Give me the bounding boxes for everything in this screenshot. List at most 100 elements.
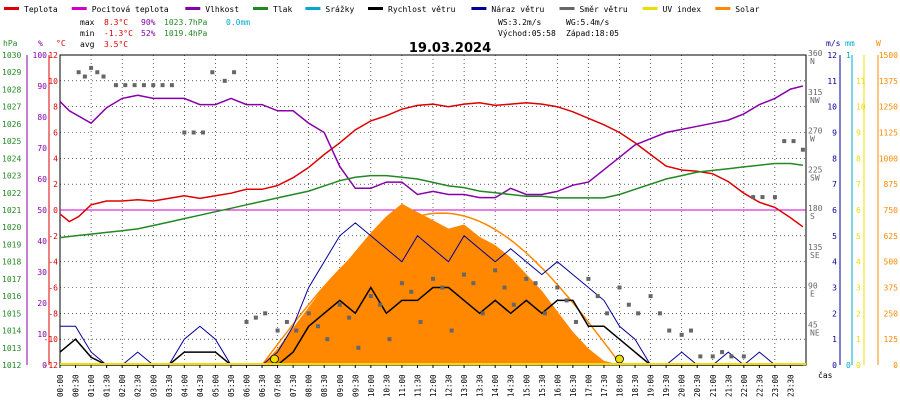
stats-min-hum: 52% [141,29,156,38]
dir-point [82,74,87,79]
legend-label: Vlhkost [205,5,239,14]
x-tick-label: 23:00 [771,374,780,397]
dir-point [325,337,330,342]
wind-tick-label: 2 [832,309,837,318]
dir-tick-dir: SW [810,173,820,182]
dir-point [113,83,118,88]
dir-point [253,315,258,320]
dir-point [698,354,703,359]
legend-swatch [305,7,321,10]
dir-point [387,337,392,342]
dir-point [337,302,342,307]
x-tick-label: 05:30 [227,374,236,397]
chart-title: 19.03.2024 [409,41,491,56]
legend-swatch [368,7,383,10]
solar-tick-label: 0 [893,361,898,370]
dir-point [493,268,498,273]
dir-point [555,285,560,290]
press-axis-unit: hPa [3,39,18,48]
axes-right: 360N315NW270W225SW180S135SE90E45NEm/s012… [808,39,898,370]
dir-tick-deg: 315 [808,88,823,97]
rain-tick-label: 1 [846,51,851,60]
dir-point [151,83,156,88]
x-tick-label: 15:00 [522,374,531,397]
uv-point [270,354,279,364]
legend-swatch [4,7,19,10]
legend-swatch [71,7,87,10]
x-tick-label: 04:00 [180,374,189,397]
dir-tick-dir: SE [810,251,820,260]
dir-point [533,281,538,286]
wind-tick-label: 1 [832,335,837,344]
dir-tick-deg: 225 [808,165,823,174]
hum-tick-label: 40 [37,237,47,246]
hum-tick-label: 10 [37,330,47,339]
stats-min-press: 1019.4hPa [164,29,208,38]
x-tick-label: 10:30 [382,374,391,397]
dir-tick-dir: NE [810,328,820,337]
solar-tick-label: 875 [884,180,899,189]
dir-point [399,281,404,286]
dir-point [232,70,237,75]
dir-point [191,130,196,135]
dir-point [710,354,715,359]
temp-tick-label: -4 [48,258,58,267]
dir-point [471,281,476,286]
solar-tick-label: 1000 [879,154,898,163]
press-tick-label: 1030 [2,51,21,60]
legend-label: Rychlost větru [388,5,456,14]
axes-left: hPa1012101310141015101610171018101910201… [2,39,66,370]
stats-max-hum: 90% [141,18,156,27]
uv-tick-label: 11 [856,77,866,86]
stats-max-press: 1023.7hPa [164,18,208,27]
stats-avg-label: avg [80,40,95,49]
hum-tick-label: 60 [37,175,47,184]
x-tick-label: 20:30 [693,374,702,397]
dir-point [294,328,299,333]
temp-tick-label: 6 [53,129,58,138]
dir-point [356,345,361,350]
uv-tick-label: 1 [856,335,861,344]
solar-tick-label: 1375 [879,77,898,86]
x-tick-label: 03:00 [149,374,158,397]
dir-point [462,272,467,277]
dir-point [368,294,373,299]
x-tick-label: 11:30 [413,374,422,397]
x-tick-label: 22:00 [740,374,749,397]
x-tick-label: 14:30 [507,374,516,397]
legend-label: Srážky [325,5,354,14]
dir-point [89,65,94,70]
dir-point [636,311,641,316]
dir-point [315,324,320,329]
series-temp [59,102,804,228]
stats-max-label: max [80,18,95,27]
x-tick-label: 11:00 [398,374,407,397]
x-axis-unit: čas [818,370,833,380]
plot-area [59,54,807,366]
dir-tick-deg: 135 [808,243,823,252]
x-tick-label: 21:30 [724,374,733,397]
uv-tick-label: 2 [856,309,861,318]
x-tick-label: 12:00 [429,374,438,397]
press-tick-label: 1024 [2,154,21,163]
dir-point [409,289,414,294]
press-tick-label: 1023 [2,172,21,181]
press-tick-label: 1014 [2,327,21,336]
solar-layer [261,203,622,366]
solar-tick-label: 250 [884,309,899,318]
wind-speed-avg: WS:3.2m/s [498,18,542,27]
wind-axis-unit: m/s [826,39,841,48]
temp-tick-label: -6 [48,284,58,293]
x-tick-label: 02:00 [118,374,127,397]
x-tick-label: 17:00 [584,374,593,397]
temp-tick-label: -2 [48,232,58,241]
solar-tick-label: 500 [884,258,899,267]
wind-tick-label: 6 [832,206,837,215]
dir-point [511,302,516,307]
wind-tick-label: 5 [832,232,837,241]
solar-tick-label: 375 [884,284,899,293]
dir-point [741,354,746,359]
temp-tick-label: 10 [48,77,58,86]
wind-tick-label: 10 [827,103,837,112]
